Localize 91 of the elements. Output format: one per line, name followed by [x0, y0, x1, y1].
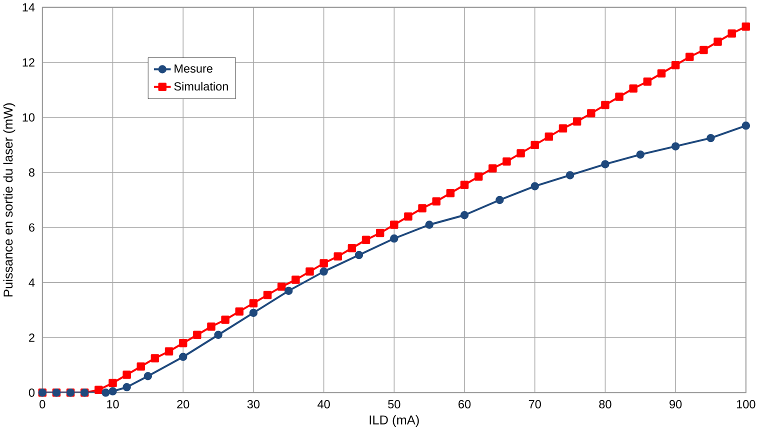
point: [178, 338, 188, 348]
x-tick-label: 20: [177, 400, 190, 408]
x-tick-label: 50: [388, 400, 400, 408]
point: [432, 197, 440, 206]
point: [425, 220, 434, 229]
x-tick-label: 90: [670, 400, 682, 408]
point: [320, 259, 328, 268]
point: [601, 160, 610, 168]
point: [714, 37, 722, 46]
point: [657, 69, 666, 78]
y-tick-label: 6: [29, 223, 34, 232]
point: [404, 212, 412, 220]
point: [320, 267, 328, 276]
point: [460, 180, 469, 189]
point: [334, 252, 342, 260]
point: [544, 132, 554, 141]
legend-label: Mesure: [174, 64, 212, 73]
point: [700, 46, 708, 54]
point: [601, 100, 610, 110]
point: [122, 370, 131, 379]
y-tick-label: 0: [28, 388, 35, 397]
point: [94, 386, 103, 394]
legend-label: Simulation: [174, 82, 228, 90]
point: [178, 352, 188, 361]
point: [108, 378, 117, 388]
point: [263, 290, 272, 299]
point: [460, 210, 469, 220]
point: [122, 382, 131, 392]
point: [292, 276, 300, 284]
point: [390, 220, 398, 229]
point: [249, 308, 258, 317]
point: [348, 244, 356, 252]
point: [516, 148, 525, 158]
point: [214, 330, 222, 339]
point: [502, 157, 511, 166]
point: [488, 164, 497, 172]
x-tick-label: 40: [318, 400, 330, 408]
point: [376, 228, 384, 237]
point: [136, 362, 146, 370]
point: [108, 387, 117, 396]
x-tick-label: 30: [247, 400, 260, 408]
y-tick-label: 10: [22, 113, 35, 122]
point: [636, 150, 645, 159]
point: [496, 196, 504, 204]
point: [530, 140, 539, 149]
point: [728, 29, 736, 38]
point: [284, 286, 293, 295]
point: [587, 109, 596, 118]
point: [235, 307, 244, 316]
point: [686, 52, 694, 61]
point: [671, 142, 680, 150]
point: [277, 282, 286, 291]
point: [706, 134, 715, 142]
y-axis-title: Puissance en sortie du laser (mW): [3, 103, 16, 296]
y-tick-label: 2: [29, 333, 34, 342]
point: [362, 236, 370, 244]
point: [446, 188, 455, 198]
point: [102, 388, 110, 397]
y-tick-label: 8: [28, 168, 34, 176]
y-tick-label: 12: [22, 58, 34, 66]
point: [629, 84, 638, 93]
x-axis-title: ILD (mA): [370, 414, 419, 427]
point: [572, 117, 582, 126]
point: [643, 77, 652, 86]
point: [207, 322, 216, 331]
point: [306, 267, 314, 276]
point: [530, 182, 539, 190]
point: [144, 372, 152, 380]
y-tick-label: 4: [28, 278, 35, 286]
point: [193, 330, 202, 339]
x-tick-label: 70: [528, 400, 541, 408]
point: [671, 60, 680, 70]
x-tick-label: 100: [736, 400, 756, 408]
point: [150, 354, 160, 362]
point: [742, 121, 750, 130]
point: [742, 22, 750, 31]
point: [418, 204, 426, 212]
y-tick-label: 14: [22, 3, 35, 12]
x-tick-label: 10: [107, 400, 119, 408]
x-tick-label: 80: [599, 400, 612, 408]
point: [566, 170, 574, 180]
x-tick-label: 0: [40, 400, 46, 408]
point: [221, 315, 230, 324]
x-tick-label: 60: [458, 400, 471, 408]
point: [390, 234, 398, 243]
point: [354, 250, 364, 260]
point: [249, 298, 258, 308]
point: [164, 347, 174, 356]
point: [558, 124, 568, 132]
point: [474, 172, 483, 181]
point: [615, 92, 624, 101]
